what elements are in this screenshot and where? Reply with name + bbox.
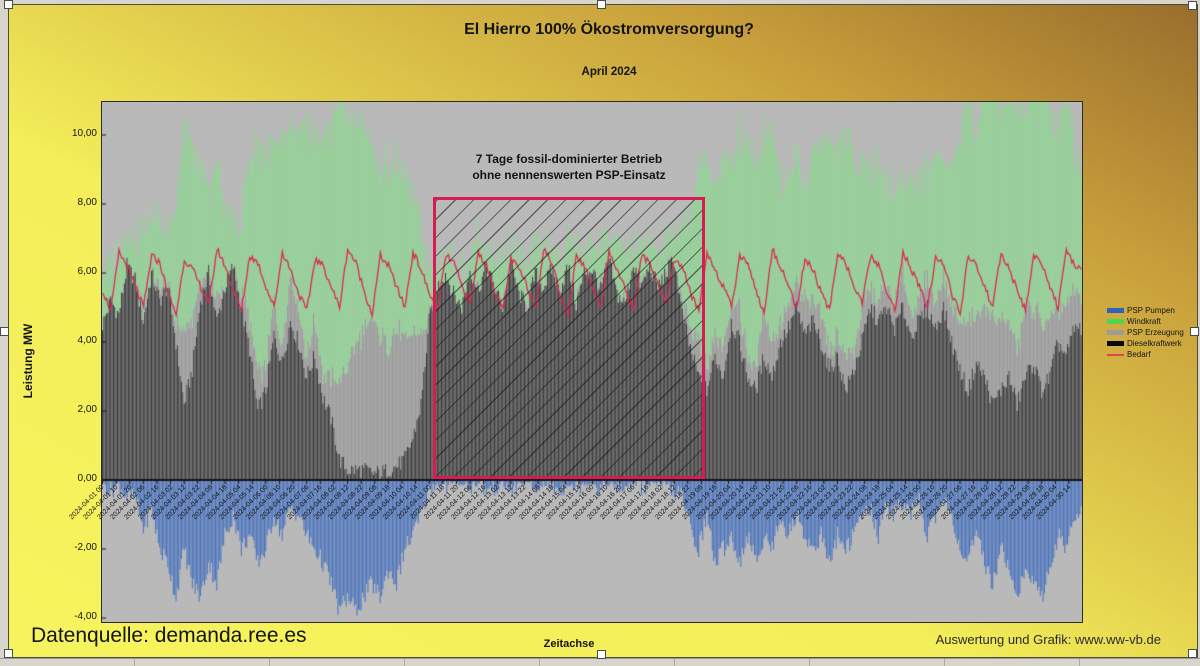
selection-handle-top-right[interactable] bbox=[1188, 1, 1197, 10]
y-tick-label: 6,00 bbox=[77, 266, 97, 277]
legend-item: PSP Erzeugung bbox=[1107, 327, 1200, 338]
legend-color-chip bbox=[1107, 319, 1124, 324]
annotation-line-2: ohne nennenswerten PSP-Einsatz bbox=[472, 168, 666, 182]
y-axis-title: Leistung MW bbox=[21, 323, 35, 399]
legend-item: PSP Pumpen bbox=[1107, 305, 1200, 316]
chart-legend[interactable]: PSP Pumpen Windkraft PSP Erzeugung Dieselkr… bbox=[1107, 305, 1200, 360]
chart-title: El Hierro 100% Ökostromversorgung? bbox=[464, 21, 754, 38]
legend-color-chip bbox=[1107, 330, 1124, 335]
y-tick-label: 10,00 bbox=[71, 128, 97, 139]
y-tick-label: 0,00 bbox=[77, 473, 97, 484]
legend-label: Bedarf bbox=[1127, 350, 1151, 359]
y-tick-label: 2,00 bbox=[77, 404, 97, 415]
selection-handle-bottom-right[interactable] bbox=[1188, 649, 1197, 658]
chart-object[interactable]: El Hierro 100% Ökostromversorgung? April… bbox=[8, 4, 1198, 658]
y-tick-label: -4,00 bbox=[74, 611, 97, 622]
data-source-text: Datenquelle: demanda.ree.es bbox=[31, 624, 307, 647]
selection-handle-top-left[interactable] bbox=[4, 0, 13, 9]
x-axis-title: Zeitachse bbox=[543, 638, 595, 650]
selection-handle-bottom-middle[interactable] bbox=[597, 650, 606, 659]
credit-text: Auswertung und Grafik: www.ww-vb.de bbox=[935, 632, 1161, 647]
legend-color-chip bbox=[1107, 308, 1124, 313]
legend-label: Windkraft bbox=[1127, 317, 1161, 326]
legend-color-chip bbox=[1107, 341, 1124, 346]
legend-label: Dieselkraftwerk bbox=[1127, 339, 1182, 348]
y-tick-label: 4,00 bbox=[77, 335, 97, 346]
selection-handle-middle-right[interactable] bbox=[1190, 327, 1199, 336]
legend-label: PSP Pumpen bbox=[1127, 306, 1175, 315]
legend-item: Dieselkraftwerk bbox=[1107, 338, 1200, 349]
legend-item: Bedarf bbox=[1107, 349, 1200, 360]
selection-handle-top-middle[interactable] bbox=[597, 0, 606, 9]
spreadsheet-row-below bbox=[0, 658, 1200, 666]
chart-subtitle: April 2024 bbox=[581, 66, 637, 78]
annotation-hatch-box[interactable] bbox=[433, 197, 705, 479]
annotation-text: 7 Tage fossil-dominierter Betrieb ohne n… bbox=[472, 151, 665, 183]
y-tick-label: 8,00 bbox=[77, 197, 97, 208]
selection-handle-middle-left[interactable] bbox=[0, 327, 9, 336]
annotation-line-1: 7 Tage fossil-dominierter Betrieb bbox=[475, 152, 663, 166]
legend-color-chip bbox=[1107, 353, 1124, 356]
selection-handle-bottom-left[interactable] bbox=[4, 649, 13, 658]
legend-item: Windkraft bbox=[1107, 316, 1200, 327]
legend-label: PSP Erzeugung bbox=[1127, 328, 1184, 337]
y-tick-label: -2,00 bbox=[74, 542, 97, 553]
